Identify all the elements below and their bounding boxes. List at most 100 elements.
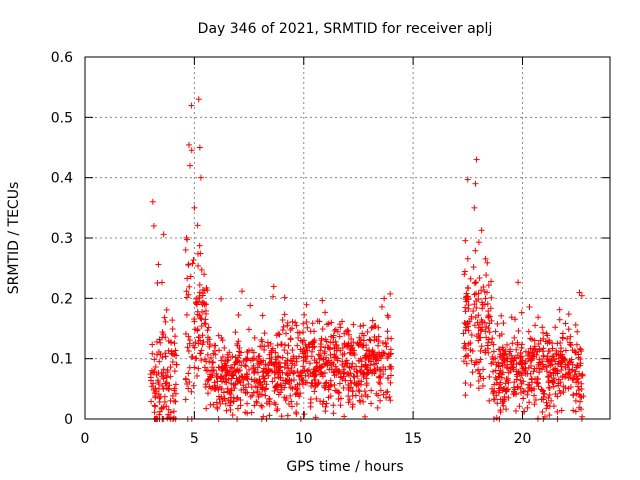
data-point bbox=[260, 357, 267, 364]
data-point bbox=[574, 362, 581, 369]
data-point bbox=[461, 271, 468, 278]
data-point bbox=[280, 323, 287, 330]
data-point bbox=[521, 367, 528, 374]
data-point bbox=[496, 370, 503, 377]
data-point bbox=[535, 341, 542, 348]
data-point bbox=[160, 375, 167, 382]
data-point bbox=[242, 363, 249, 370]
data-point bbox=[562, 361, 569, 368]
data-point bbox=[262, 392, 269, 399]
data-point bbox=[300, 320, 307, 327]
data-point bbox=[188, 147, 195, 154]
data-point bbox=[150, 386, 157, 393]
data-point bbox=[558, 359, 565, 366]
data-point bbox=[486, 397, 493, 404]
data-point bbox=[210, 359, 217, 366]
data-point bbox=[284, 362, 291, 369]
data-point bbox=[292, 319, 299, 326]
data-point bbox=[568, 356, 575, 363]
x-tick-label: 15 bbox=[404, 431, 422, 447]
data-point bbox=[163, 306, 170, 313]
data-point bbox=[190, 257, 197, 264]
data-point bbox=[293, 401, 300, 408]
data-point bbox=[336, 321, 343, 328]
data-point bbox=[350, 347, 357, 354]
data-point bbox=[368, 358, 375, 365]
data-point bbox=[303, 301, 310, 308]
data-point bbox=[555, 360, 562, 367]
data-point bbox=[473, 279, 480, 286]
data-point bbox=[228, 372, 235, 379]
data-point bbox=[576, 345, 583, 352]
data-point bbox=[195, 250, 202, 257]
data-point bbox=[577, 356, 584, 363]
data-point bbox=[547, 369, 554, 376]
data-point bbox=[462, 353, 469, 360]
data-point bbox=[333, 341, 340, 348]
data-point bbox=[195, 340, 202, 347]
data-point bbox=[526, 385, 533, 392]
data-point bbox=[250, 389, 257, 396]
data-point bbox=[251, 334, 258, 341]
data-point bbox=[345, 399, 352, 406]
data-point bbox=[463, 290, 470, 297]
data-point bbox=[469, 347, 476, 354]
data-point bbox=[545, 384, 552, 391]
data-point bbox=[307, 328, 314, 335]
data-point bbox=[280, 377, 287, 384]
data-point bbox=[539, 409, 546, 416]
data-point bbox=[212, 384, 219, 391]
data-point bbox=[168, 339, 175, 346]
data-point bbox=[558, 363, 565, 370]
data-point bbox=[191, 344, 198, 351]
data-point bbox=[545, 348, 552, 355]
data-point bbox=[371, 350, 378, 357]
data-point bbox=[247, 302, 254, 309]
data-point bbox=[384, 328, 391, 335]
data-point bbox=[311, 376, 318, 383]
data-point bbox=[467, 339, 474, 346]
data-point bbox=[554, 408, 561, 415]
data-point bbox=[232, 381, 239, 388]
data-point bbox=[301, 411, 308, 418]
data-point bbox=[293, 322, 300, 329]
data-point bbox=[299, 338, 306, 345]
data-point bbox=[221, 395, 228, 402]
data-point bbox=[358, 393, 365, 400]
data-point bbox=[512, 407, 519, 414]
data-point bbox=[363, 375, 370, 382]
data-point bbox=[224, 357, 231, 364]
data-point bbox=[216, 396, 223, 403]
data-point bbox=[321, 370, 328, 377]
data-point bbox=[545, 394, 552, 401]
data-point bbox=[314, 363, 321, 370]
data-point bbox=[215, 364, 222, 371]
data-point bbox=[344, 360, 351, 367]
data-point bbox=[531, 385, 538, 392]
data-point bbox=[270, 283, 277, 290]
data-point bbox=[504, 341, 511, 348]
data-point bbox=[281, 347, 288, 354]
data-point bbox=[271, 399, 278, 406]
data-point bbox=[220, 389, 227, 396]
data-point bbox=[303, 318, 310, 325]
data-point bbox=[515, 327, 522, 334]
data-point bbox=[300, 329, 307, 336]
data-point bbox=[201, 271, 208, 278]
data-point bbox=[374, 404, 381, 411]
data-point bbox=[576, 404, 583, 411]
data-point bbox=[482, 328, 489, 335]
data-point bbox=[237, 379, 244, 386]
data-point bbox=[538, 396, 545, 403]
data-point bbox=[524, 388, 531, 395]
data-point bbox=[367, 362, 374, 369]
data-point bbox=[366, 336, 373, 343]
data-point bbox=[198, 347, 205, 354]
data-point bbox=[475, 385, 482, 392]
data-point bbox=[261, 330, 268, 337]
y-tick-label: 0.6 bbox=[51, 50, 73, 66]
data-point bbox=[347, 377, 354, 384]
data-point bbox=[225, 397, 232, 404]
data-point bbox=[495, 362, 502, 369]
data-point bbox=[165, 406, 172, 413]
